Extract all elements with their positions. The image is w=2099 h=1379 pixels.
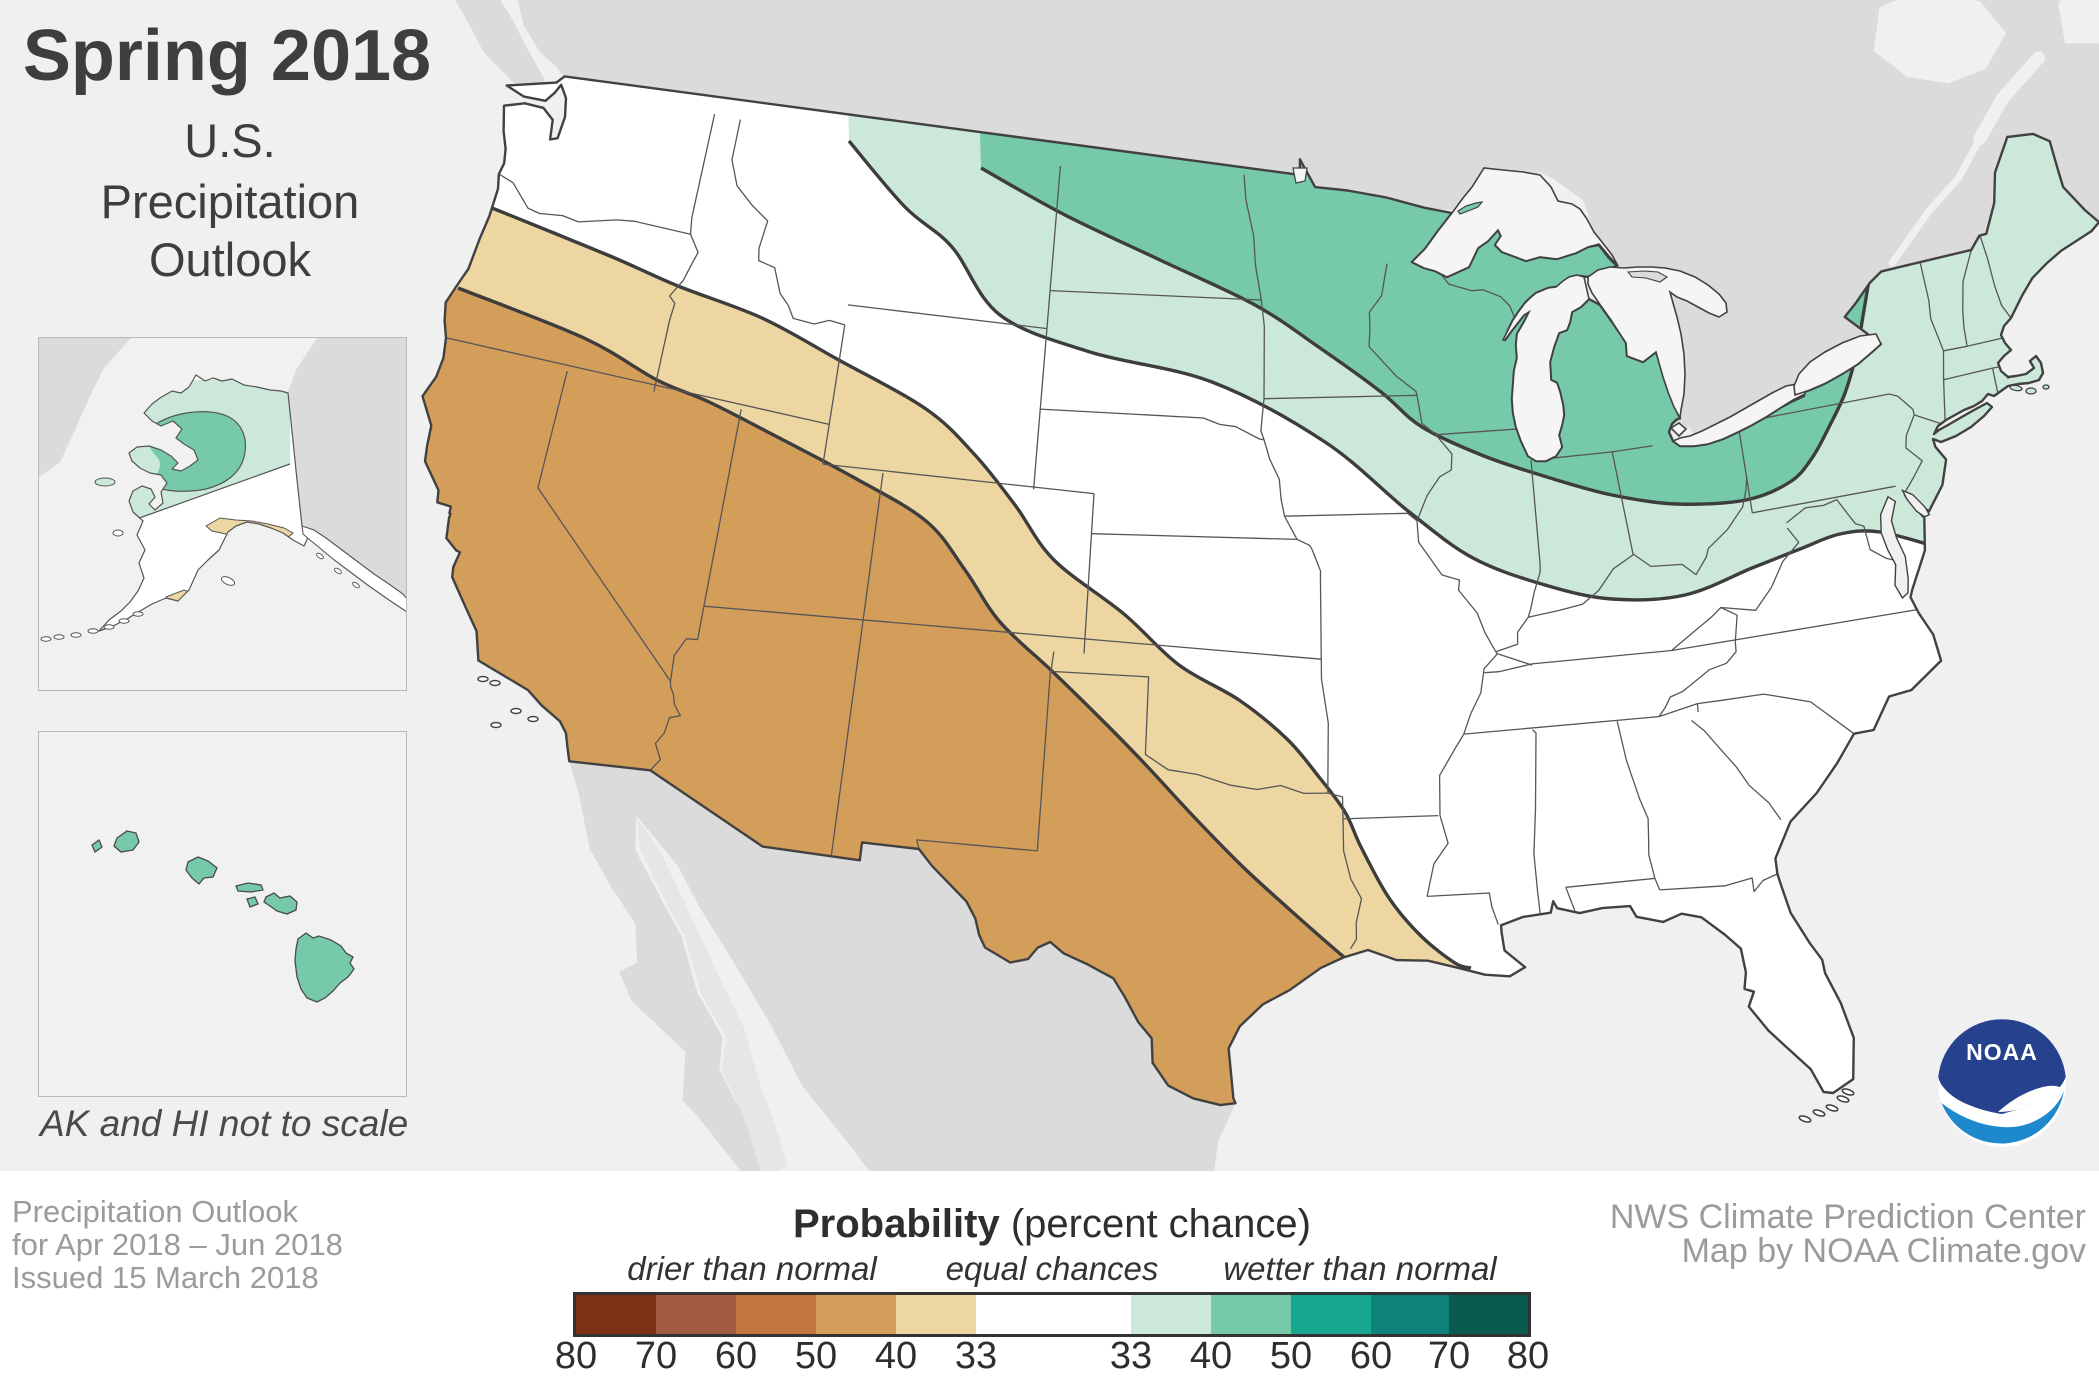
svg-text:60: 60: [1350, 1335, 1392, 1377]
svg-text:60: 60: [715, 1335, 757, 1377]
svg-text:Issued 15 March 2018: Issued 15 March 2018: [12, 1260, 319, 1295]
svg-text:50: 50: [795, 1335, 837, 1377]
svg-text:for Apr 2018 – Jun 2018: for Apr 2018 – Jun 2018: [12, 1227, 343, 1262]
svg-text:NWS Climate Prediction Center: NWS Climate Prediction Center: [1610, 1198, 2086, 1236]
svg-text:Precipitation Outlook: Precipitation Outlook: [12, 1194, 299, 1229]
svg-text:50: 50: [1270, 1335, 1312, 1377]
svg-text:NOAA: NOAA: [1966, 1039, 2038, 1065]
svg-text:40: 40: [1190, 1335, 1232, 1377]
svg-text:33: 33: [955, 1335, 997, 1377]
svg-text:80: 80: [1507, 1335, 1549, 1377]
svg-text:Outlook: Outlook: [149, 233, 311, 286]
svg-text:Spring 2018: Spring 2018: [23, 16, 431, 96]
svg-text:70: 70: [1428, 1335, 1470, 1377]
svg-text:70: 70: [635, 1335, 677, 1377]
svg-text:40: 40: [875, 1335, 917, 1377]
svg-text:U.S.: U.S.: [184, 114, 275, 167]
svg-text:AK and HI not to scale: AK and HI not to scale: [38, 1103, 408, 1144]
svg-text:33: 33: [1110, 1335, 1152, 1377]
svg-text:Probability (percent chance): Probability (percent chance): [793, 1202, 1311, 1246]
svg-text:equal chances: equal chances: [946, 1250, 1159, 1287]
svg-text:80: 80: [555, 1335, 597, 1377]
svg-text:Precipitation: Precipitation: [101, 175, 360, 228]
svg-text:wetter than normal: wetter than normal: [1223, 1250, 1498, 1287]
svg-text:drier than normal: drier than normal: [627, 1250, 878, 1287]
svg-text:Map by NOAA Climate.gov: Map by NOAA Climate.gov: [1682, 1232, 2086, 1270]
